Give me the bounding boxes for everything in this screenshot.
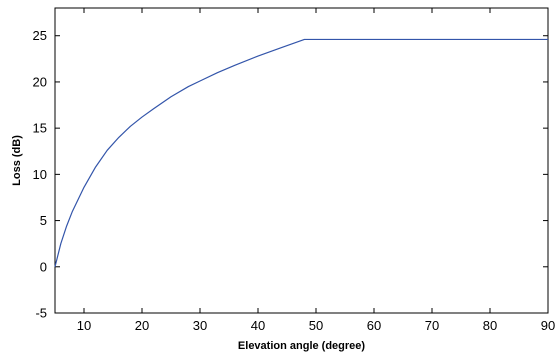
series-line-loss — [54, 38, 548, 267]
y-tick-label: 15 — [33, 121, 47, 136]
y-tick-label: 0 — [40, 259, 47, 274]
y-tick-label: 20 — [33, 74, 47, 89]
x-tick-label: 50 — [309, 318, 323, 333]
y-axis-label: Loss (dB) — [11, 135, 23, 186]
x-tick-label: 20 — [135, 318, 149, 333]
x-tick-label: 70 — [425, 318, 439, 333]
x-tick-label: 10 — [77, 318, 91, 333]
y-tick-label: 5 — [40, 213, 47, 228]
plot-area — [54, 7, 549, 314]
series-group — [54, 38, 548, 267]
x-tick-label: 80 — [483, 318, 497, 333]
y-tick-label: 10 — [33, 167, 47, 182]
y-tick-label: 25 — [33, 28, 47, 43]
x-tick-label: 30 — [193, 318, 207, 333]
x-tick-label: 90 — [541, 318, 555, 333]
axis-ticks: 10 20 30 40 50 60 70 80 90 -5 0 5 10 15 20 25 — [33, 8, 555, 333]
x-tick-label: 60 — [367, 318, 381, 333]
y-tick-label: -5 — [35, 306, 47, 321]
x-tick-label: 40 — [251, 318, 265, 333]
x-axis-label: Elevation angle (degree) — [238, 340, 365, 352]
